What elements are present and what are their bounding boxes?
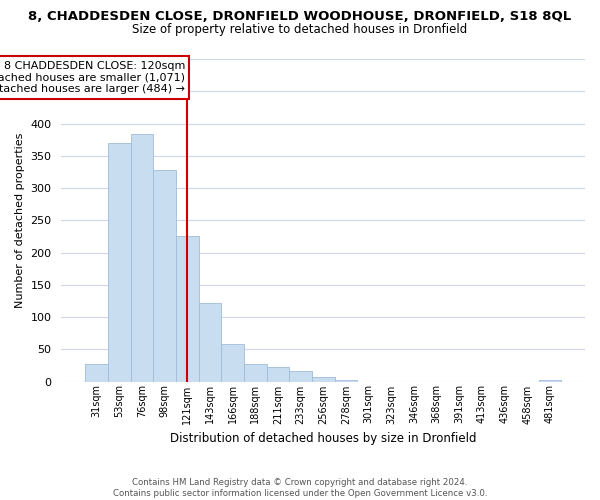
X-axis label: Distribution of detached houses by size in Dronfield: Distribution of detached houses by size … — [170, 432, 476, 445]
Bar — [131, 134, 153, 382]
Bar — [244, 364, 266, 382]
Bar — [199, 304, 221, 382]
Bar — [539, 380, 561, 382]
Bar — [335, 380, 357, 382]
Text: 8 CHADDESDEN CLOSE: 120sqm
← 68% of detached houses are smaller (1,071)
31% of s: 8 CHADDESDEN CLOSE: 120sqm ← 68% of deta… — [0, 61, 185, 94]
Bar — [153, 170, 176, 382]
Bar — [108, 143, 131, 382]
Y-axis label: Number of detached properties: Number of detached properties — [15, 132, 25, 308]
Text: Size of property relative to detached houses in Dronfield: Size of property relative to detached ho… — [133, 22, 467, 36]
Bar — [289, 370, 312, 382]
Bar — [312, 377, 335, 382]
Text: 8, CHADDESDEN CLOSE, DRONFIELD WOODHOUSE, DRONFIELD, S18 8QL: 8, CHADDESDEN CLOSE, DRONFIELD WOODHOUSE… — [28, 10, 572, 23]
Bar — [221, 344, 244, 382]
Text: Contains HM Land Registry data © Crown copyright and database right 2024.
Contai: Contains HM Land Registry data © Crown c… — [113, 478, 487, 498]
Bar — [85, 364, 108, 382]
Bar — [266, 366, 289, 382]
Bar — [176, 236, 199, 382]
